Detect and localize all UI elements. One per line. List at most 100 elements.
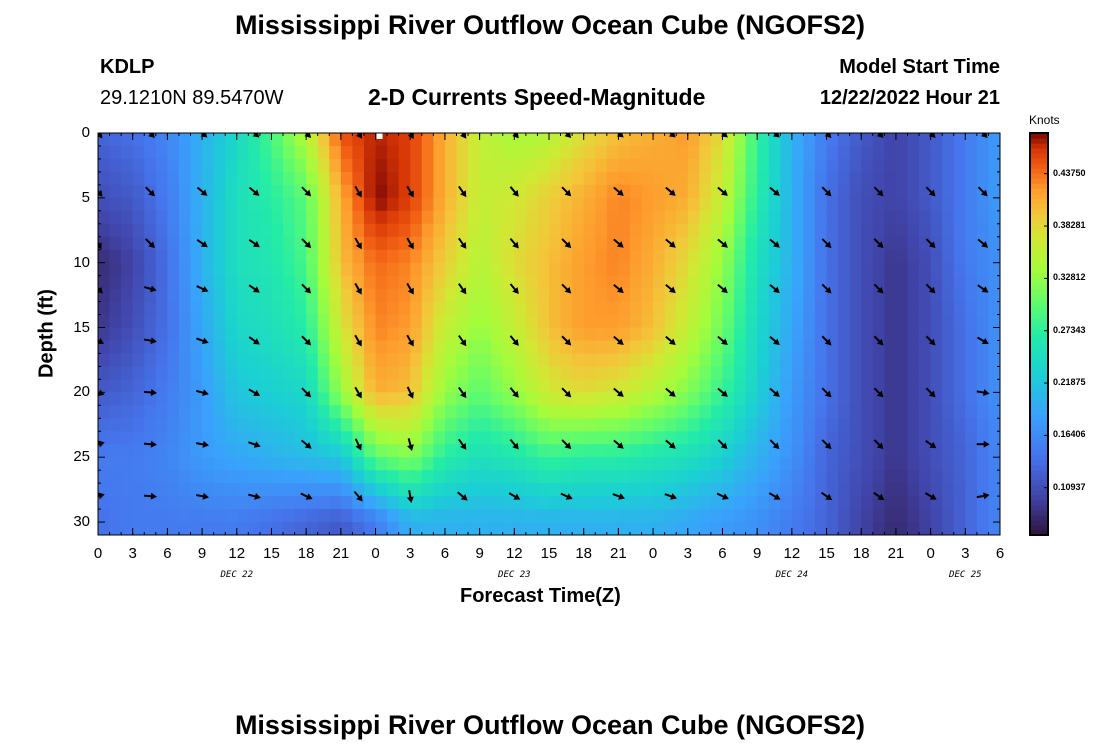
heatmap-cell [930, 171, 943, 186]
heatmap-cell [398, 133, 411, 147]
heatmap-cell [375, 249, 388, 264]
heatmap-cell [433, 405, 446, 419]
heatmap-cell [629, 327, 643, 342]
heatmap-cell [502, 522, 515, 535]
heatmap-cell [942, 418, 955, 432]
heatmap-cell [895, 301, 909, 316]
heatmap-cell [491, 197, 504, 212]
heatmap-cell [468, 483, 481, 497]
heatmap-cell [560, 509, 573, 523]
heatmap-cell [595, 470, 608, 484]
heatmap-cell [595, 158, 608, 173]
heatmap-cell [803, 496, 816, 510]
colorbar-segment [1030, 278, 1048, 285]
heatmap-cell [953, 418, 966, 432]
heatmap-cell [722, 418, 735, 432]
heatmap-cell [988, 133, 1000, 147]
heatmap-cell [248, 301, 261, 316]
heatmap-cell [236, 522, 249, 535]
heatmap-cell [456, 171, 469, 186]
heatmap-cell [595, 275, 608, 290]
heatmap-cell [144, 366, 157, 380]
heatmap-cell [988, 275, 1000, 290]
heatmap-cell [121, 418, 134, 432]
heatmap-cell [768, 418, 781, 432]
heatmap-cell [618, 158, 631, 173]
heatmap-cell [907, 249, 920, 264]
heatmap-cell [676, 470, 689, 484]
heatmap-cell [826, 145, 839, 160]
heatmap-cell [641, 223, 654, 238]
heatmap-cell [942, 249, 955, 264]
heatmap-cell [618, 522, 631, 535]
heatmap-cell [919, 145, 932, 160]
heatmap-cell [421, 509, 434, 523]
y-tick-label: 25 [73, 448, 90, 466]
heatmap-cell [907, 379, 920, 393]
heatmap-cell [953, 197, 966, 212]
heatmap-cell [202, 431, 215, 445]
heatmap-cell [629, 431, 643, 445]
heatmap-cell [895, 197, 909, 212]
heatmap-cell [537, 509, 550, 523]
heatmap-cell [803, 171, 816, 186]
heatmap-cell [907, 288, 920, 303]
current-arrow [561, 283, 572, 294]
heatmap-cell [676, 171, 689, 186]
colorbar-segment [1030, 419, 1048, 426]
current-arrow [976, 440, 990, 448]
heatmap-cell [919, 184, 932, 199]
heatmap-cell [363, 197, 377, 212]
heatmap-cell [514, 327, 527, 342]
colorbar-segment [1030, 499, 1048, 506]
current-arrow [769, 439, 780, 450]
heatmap-cell [525, 392, 539, 406]
heatmap-cell [375, 314, 388, 329]
heatmap-cell [340, 133, 354, 147]
heatmap-cell [988, 288, 1000, 303]
heatmap-cell [595, 327, 608, 342]
heatmap-cell [861, 288, 874, 303]
heatmap-cell [895, 171, 909, 186]
heatmap-cell [387, 158, 400, 173]
heatmap-cell [826, 275, 839, 290]
heatmap-cell [155, 249, 168, 264]
heatmap-cell [317, 496, 330, 510]
heatmap-cell [167, 288, 180, 303]
heatmap-cell [803, 522, 816, 535]
heatmap-cell [734, 145, 747, 160]
heatmap-cell [618, 210, 631, 225]
heatmap-cell [849, 288, 862, 303]
heatmap-cell [895, 314, 909, 329]
colorbar-segment [1030, 248, 1048, 255]
heatmap-cell [294, 262, 307, 277]
heatmap-cell [664, 431, 677, 445]
heatmap-cell [340, 418, 354, 432]
heatmap-cell [838, 483, 851, 497]
heatmap-cell [178, 327, 192, 342]
current-arrow [457, 491, 468, 501]
heatmap-cell [641, 379, 654, 393]
heatmap-cell [583, 145, 596, 160]
heatmap-cell [803, 145, 816, 160]
heatmap-cell [190, 379, 203, 393]
current-arrow [561, 238, 572, 249]
heatmap-cell [375, 327, 388, 342]
heatmap-cell [190, 418, 203, 432]
heatmap-cell [629, 457, 643, 471]
heatmap-cell [514, 405, 527, 419]
heatmap-cell [953, 392, 966, 406]
heatmap-cell [398, 496, 411, 510]
heatmap-cell [352, 353, 365, 368]
colorbar-segment [1030, 439, 1048, 446]
heatmap-cell [942, 314, 955, 329]
heatmap-cell [398, 418, 411, 432]
heatmap-cell [907, 522, 920, 535]
heatmap-cell [144, 457, 157, 471]
heatmap-cell [283, 470, 296, 484]
heatmap-cell [317, 275, 330, 290]
heatmap-cell [410, 197, 423, 212]
heatmap-cell [363, 288, 377, 303]
heatmap-cell [988, 301, 1000, 316]
heatmap-cell [444, 457, 458, 471]
